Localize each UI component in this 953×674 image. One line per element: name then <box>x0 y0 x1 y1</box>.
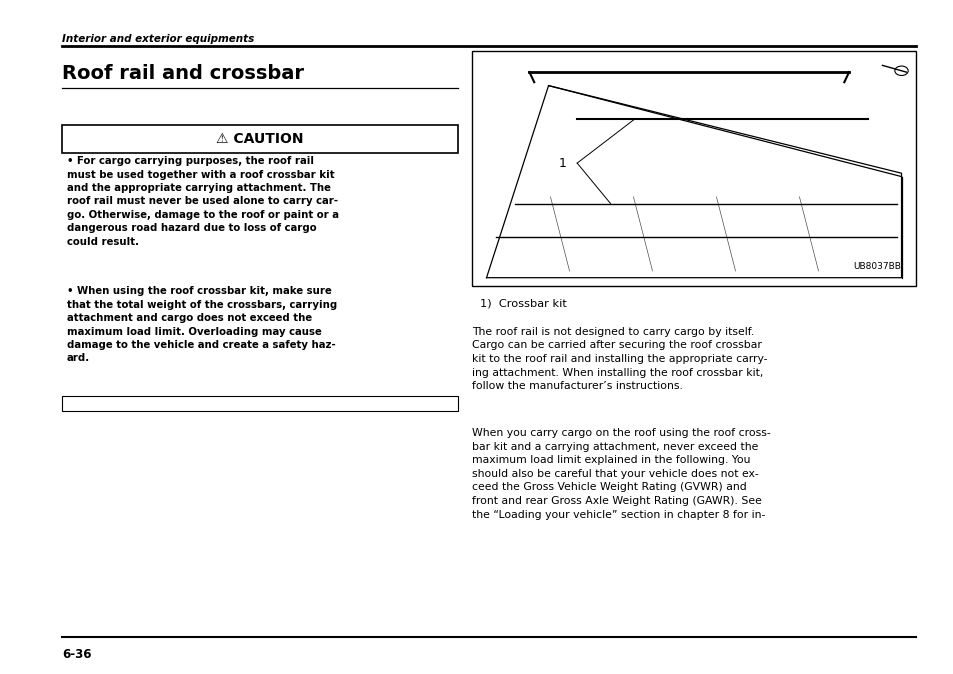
Text: 1)  Crossbar kit: 1) Crossbar kit <box>479 299 566 309</box>
Text: 1: 1 <box>558 156 566 170</box>
Text: Interior and exterior equipments: Interior and exterior equipments <box>62 34 254 44</box>
Text: Roof rail and crossbar: Roof rail and crossbar <box>62 64 304 83</box>
Bar <box>62 125 457 153</box>
Text: When you carry cargo on the roof using the roof cross-
bar kit and a carrying at: When you carry cargo on the roof using t… <box>472 428 770 520</box>
Bar <box>62 396 457 411</box>
Text: • When using the roof crossbar kit, make sure
that the total weight of the cross: • When using the roof crossbar kit, make… <box>67 286 336 363</box>
Text: UB8037BB: UB8037BB <box>853 262 901 271</box>
Text: ⚠ CAUTION: ⚠ CAUTION <box>216 132 303 146</box>
Text: • For cargo carrying purposes, the roof rail
must be used together with a roof c: • For cargo carrying purposes, the roof … <box>67 156 338 247</box>
Bar <box>472 51 915 286</box>
Text: The roof rail is not designed to carry cargo by itself.
Cargo can be carried aft: The roof rail is not designed to carry c… <box>472 327 767 392</box>
Text: 6-36: 6-36 <box>62 648 91 661</box>
